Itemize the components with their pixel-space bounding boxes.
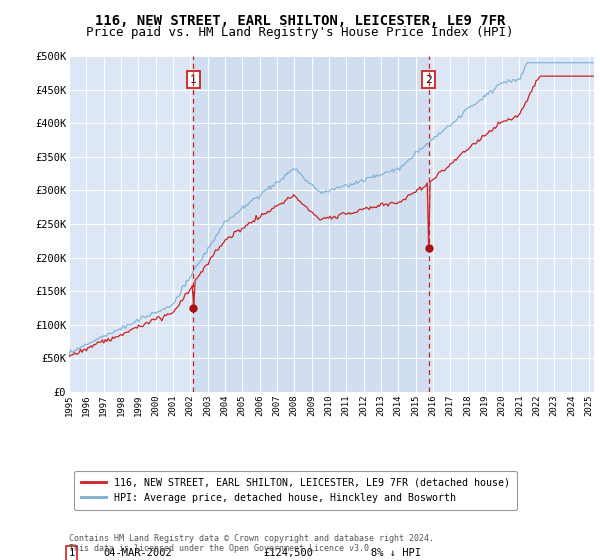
Text: 04-MAR-2002: 04-MAR-2002 bbox=[103, 548, 172, 558]
Text: Contains HM Land Registry data © Crown copyright and database right 2024.
This d: Contains HM Land Registry data © Crown c… bbox=[69, 534, 434, 553]
Text: £124,500: £124,500 bbox=[263, 548, 313, 558]
Text: 2: 2 bbox=[425, 74, 432, 85]
Legend: 116, NEW STREET, EARL SHILTON, LEICESTER, LE9 7FR (detached house), HPI: Average: 116, NEW STREET, EARL SHILTON, LEICESTER… bbox=[74, 471, 517, 510]
Text: 1: 1 bbox=[68, 548, 75, 558]
Text: 1: 1 bbox=[190, 74, 197, 85]
Text: 116, NEW STREET, EARL SHILTON, LEICESTER, LE9 7FR: 116, NEW STREET, EARL SHILTON, LEICESTER… bbox=[95, 14, 505, 28]
Text: Price paid vs. HM Land Registry's House Price Index (HPI): Price paid vs. HM Land Registry's House … bbox=[86, 26, 514, 39]
Bar bbox=[193, 56, 428, 392]
Text: 8% ↓ HPI: 8% ↓ HPI bbox=[371, 548, 421, 558]
